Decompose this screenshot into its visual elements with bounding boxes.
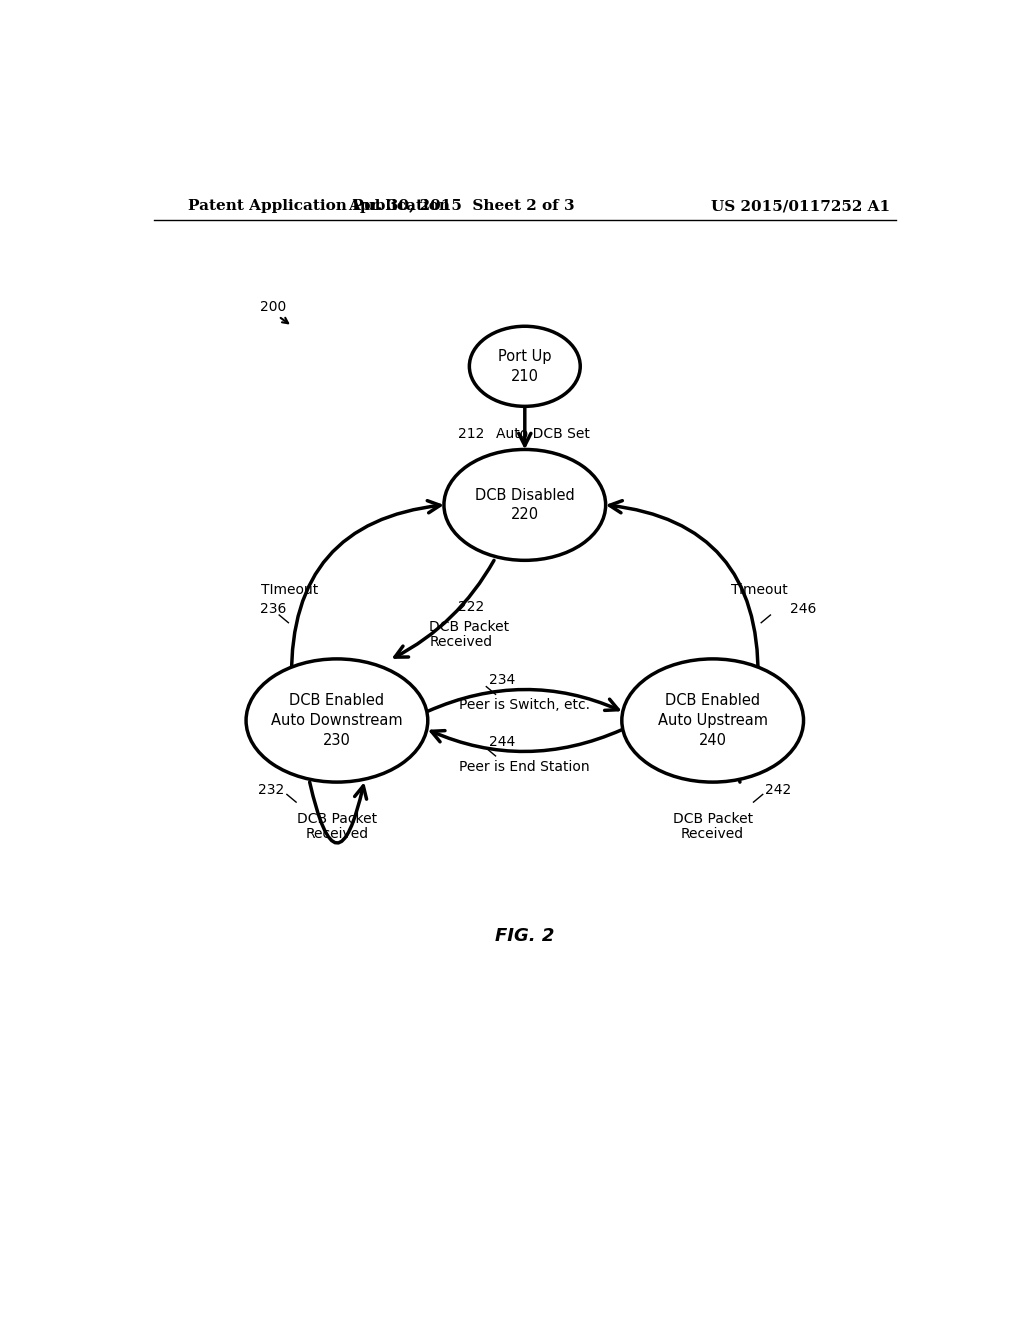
Text: US 2015/0117252 A1: US 2015/0117252 A1 bbox=[711, 199, 890, 213]
Text: 232: 232 bbox=[258, 783, 285, 797]
FancyArrowPatch shape bbox=[428, 689, 618, 711]
Text: 246: 246 bbox=[790, 602, 816, 616]
Text: TImeout: TImeout bbox=[261, 582, 318, 597]
Text: Received: Received bbox=[305, 828, 369, 841]
FancyArrowPatch shape bbox=[309, 781, 367, 843]
Text: DCB Enabled
Auto Downstream
230: DCB Enabled Auto Downstream 230 bbox=[271, 693, 402, 748]
Text: 200: 200 bbox=[260, 300, 286, 314]
Text: Port Up
210: Port Up 210 bbox=[498, 348, 552, 384]
FancyArrowPatch shape bbox=[431, 730, 622, 751]
Text: 244: 244 bbox=[489, 735, 516, 748]
Text: 222: 222 bbox=[458, 599, 484, 614]
Text: DCB Packet: DCB Packet bbox=[297, 812, 377, 826]
Text: 236: 236 bbox=[260, 602, 287, 616]
Text: 234: 234 bbox=[489, 673, 516, 688]
Text: Received: Received bbox=[681, 828, 744, 841]
Text: Received: Received bbox=[429, 635, 493, 649]
FancyArrowPatch shape bbox=[683, 721, 740, 781]
Text: Apr. 30, 2015  Sheet 2 of 3: Apr. 30, 2015 Sheet 2 of 3 bbox=[348, 199, 574, 213]
Text: DCB Packet: DCB Packet bbox=[673, 812, 753, 826]
Text: Patent Application Publication: Patent Application Publication bbox=[188, 199, 451, 213]
Ellipse shape bbox=[469, 326, 581, 407]
Text: Peer is Switch, etc.: Peer is Switch, etc. bbox=[460, 698, 590, 711]
Text: Auto DCB Set: Auto DCB Set bbox=[497, 428, 590, 441]
Text: DCB Enabled
Auto Upstream
240: DCB Enabled Auto Upstream 240 bbox=[657, 693, 768, 748]
Text: FIG. 2: FIG. 2 bbox=[496, 927, 554, 945]
Text: Timeout: Timeout bbox=[731, 582, 788, 597]
FancyArrowPatch shape bbox=[395, 560, 494, 657]
FancyArrowPatch shape bbox=[292, 500, 440, 677]
FancyArrowPatch shape bbox=[519, 407, 530, 446]
Text: 242: 242 bbox=[765, 783, 792, 797]
FancyArrowPatch shape bbox=[609, 500, 758, 677]
Ellipse shape bbox=[246, 659, 428, 781]
Text: DCB Packet: DCB Packet bbox=[429, 619, 510, 634]
Text: 212: 212 bbox=[459, 428, 484, 441]
Ellipse shape bbox=[622, 659, 804, 781]
Text: DCB Disabled
220: DCB Disabled 220 bbox=[475, 487, 574, 523]
Text: Peer is End Station: Peer is End Station bbox=[460, 760, 590, 774]
Ellipse shape bbox=[444, 449, 605, 560]
